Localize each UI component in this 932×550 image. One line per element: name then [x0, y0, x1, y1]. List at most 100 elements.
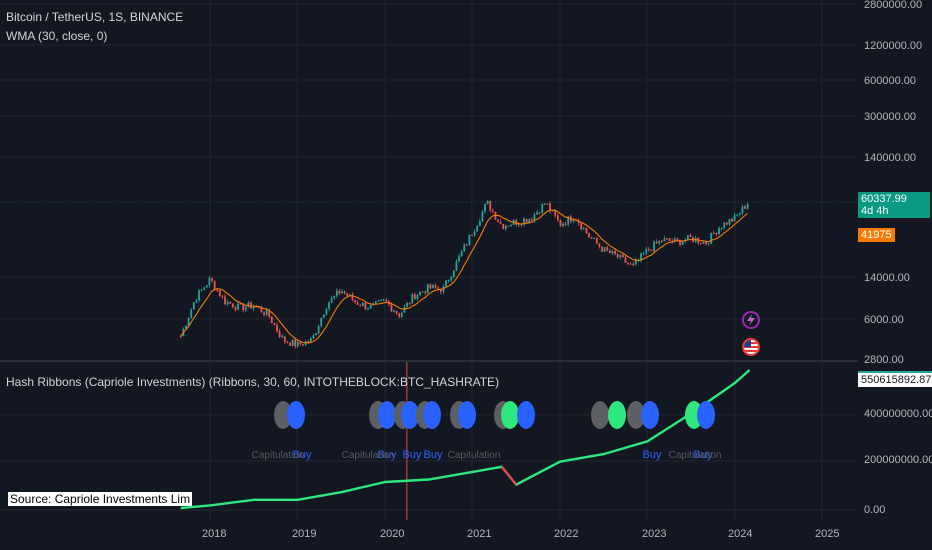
wma-value-badge: 41975 — [858, 228, 895, 242]
capitulation-dot — [591, 401, 609, 429]
candle — [229, 300, 232, 304]
candle — [250, 301, 252, 309]
candle — [481, 209, 484, 223]
hash-axis-label: 200000000.00 — [864, 454, 932, 466]
candle — [317, 324, 320, 335]
candle — [450, 275, 453, 283]
candle — [627, 262, 629, 266]
price-axis-label: 140000.00 — [864, 152, 916, 164]
candle — [585, 227, 588, 234]
pane-separator[interactable] — [0, 360, 858, 362]
time-axis-label: 2020 — [380, 528, 405, 540]
candle — [281, 334, 284, 339]
price-axis-label: 2800000.00 — [864, 0, 923, 11]
buy-label: Buy — [378, 449, 397, 461]
capitulation-label: Capitulation — [342, 450, 395, 461]
candle — [278, 328, 281, 339]
candle — [367, 307, 369, 311]
buy-dot — [517, 401, 535, 429]
us-flag-icon[interactable] — [742, 338, 760, 356]
candle — [595, 236, 598, 245]
buy-dot — [287, 401, 305, 429]
candle — [629, 262, 632, 265]
candle — [231, 303, 234, 308]
candle — [710, 232, 713, 245]
time-axis-label: 2021 — [467, 528, 492, 540]
candle — [738, 212, 741, 217]
candle — [273, 322, 276, 326]
candle — [361, 302, 364, 307]
candle — [413, 292, 416, 300]
hash-ribbons-legend[interactable]: Hash Ribbons (Capriole Investments) (Rib… — [6, 375, 500, 389]
candle — [731, 217, 733, 223]
candle — [728, 218, 731, 227]
candle — [406, 301, 408, 308]
candle — [299, 341, 302, 346]
candle — [582, 226, 585, 231]
candle — [517, 222, 520, 228]
candle — [598, 243, 601, 249]
candle — [419, 291, 421, 296]
candle — [720, 227, 723, 231]
candle — [697, 236, 700, 246]
price-pane[interactable]: Bitcoin / TetherUS, 1S, BINANCE WMA (30,… — [0, 0, 932, 366]
candle — [398, 312, 401, 319]
candle — [673, 236, 676, 243]
hash-ribbons-pane[interactable]: Buy Buy Buy Buy Buy Buy Capitulation Capitulati… — [0, 362, 932, 520]
time-axis-label: 2022 — [554, 528, 579, 540]
candle — [699, 242, 702, 245]
source-label: Source: Capriole Investments Lim — [8, 492, 193, 506]
candle — [460, 249, 463, 258]
candle — [523, 217, 525, 227]
price-chart[interactable] — [0, 0, 932, 360]
time-axis-label: 2018 — [202, 528, 227, 540]
candle — [497, 219, 499, 223]
candle — [621, 253, 624, 258]
hash-axis-label: 400000000.00 — [864, 408, 932, 420]
lightning-icon[interactable] — [742, 311, 760, 329]
candle — [530, 217, 533, 222]
candle — [432, 283, 434, 289]
wma-legend[interactable]: WMA (30, close, 0) — [6, 29, 108, 43]
capitulation-label: Capitulation — [448, 450, 501, 461]
candle — [195, 298, 198, 304]
candle — [478, 218, 481, 227]
candle — [486, 200, 489, 205]
hash-axis-label: 0.00 — [864, 504, 886, 516]
candle — [463, 243, 466, 252]
candle — [619, 254, 622, 260]
candle — [559, 219, 562, 227]
buy-label: Buy — [694, 449, 713, 461]
last-price-value: 60337.99 — [861, 193, 907, 205]
candle — [218, 288, 221, 297]
candle — [601, 246, 603, 252]
candle — [203, 286, 206, 291]
candle — [502, 224, 505, 230]
candle — [216, 289, 219, 293]
buy-dot — [458, 401, 476, 429]
capitulation-dot — [274, 401, 292, 429]
candle — [510, 223, 512, 227]
candle — [289, 342, 291, 347]
price-axis-label: 2800.00 — [864, 354, 904, 366]
candle — [252, 304, 255, 312]
candle — [608, 249, 611, 254]
buy-label: Buy — [293, 449, 312, 461]
candle — [590, 236, 593, 239]
candle — [338, 288, 341, 295]
candle — [645, 246, 648, 256]
capitulation-dot — [627, 401, 645, 429]
candle — [424, 290, 427, 296]
chart-title[interactable]: Bitcoin / TetherUS, 1S, BINANCE — [6, 10, 184, 24]
candle — [736, 214, 739, 217]
candle — [546, 203, 549, 205]
candle — [421, 290, 424, 293]
candle — [632, 261, 635, 267]
price-axis-label: 600000.00 — [864, 75, 916, 87]
candle — [237, 301, 239, 311]
candle — [270, 315, 273, 324]
candle — [666, 237, 668, 241]
candle — [296, 340, 299, 348]
candle — [458, 254, 460, 263]
